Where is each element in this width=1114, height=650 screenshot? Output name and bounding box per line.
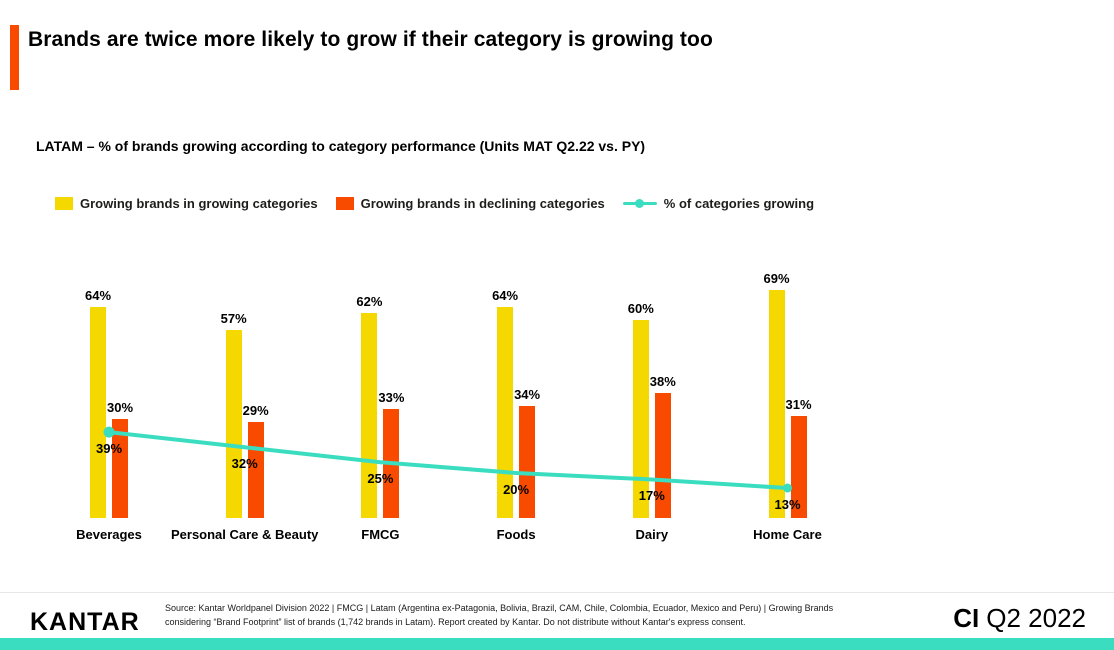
bar-growing-in-declining	[383, 409, 400, 518]
category-label: Foods	[496, 527, 536, 542]
legend-item-declining-categories: Growing brands in declining categories	[335, 196, 605, 211]
legend-line-icon	[622, 197, 657, 210]
legend-label-declining-categories: Growing brands in declining categories	[360, 196, 605, 211]
category-label: Dairy	[635, 527, 669, 542]
category-label: Personal Care & Beauty	[170, 527, 319, 542]
bar-growing-in-declining	[790, 415, 807, 518]
category-label: Home Care	[753, 527, 822, 542]
legend-swatch-orange	[335, 197, 354, 210]
legend-label-growing-categories: Growing brands in growing categories	[80, 196, 318, 211]
line-value-label: 17%	[638, 488, 665, 504]
legend-item-categories-growing: % of categories growing	[622, 196, 815, 211]
category-label: Beverages	[76, 527, 142, 542]
legend-label-categories-growing: % of categories growing	[663, 196, 815, 211]
category-label: FMCG	[361, 527, 400, 542]
bar-growing-in-growing	[90, 306, 106, 518]
bar-value-label: 29%	[242, 403, 269, 419]
page-title: Brands are twice more likely to grow if …	[28, 28, 713, 51]
edition-ci: CI	[953, 603, 980, 633]
kantar-logo: KANTAR	[30, 608, 140, 636]
bar-value-label: 33%	[378, 390, 405, 406]
bar-value-label: 64%	[492, 287, 519, 303]
legend-line-dot	[634, 199, 644, 208]
bar-value-label: 34%	[514, 386, 541, 402]
bar-value-label: 60%	[627, 301, 654, 316]
line-value-label: 39%	[95, 441, 123, 457]
source-text: Source: Kantar Worldpanel Division 2022 …	[165, 603, 834, 627]
bar-value-label: 62%	[356, 294, 383, 310]
footer: KANTAR Source: Kantar Worldpanel Divisio…	[0, 592, 1114, 638]
line-value-label: 13%	[774, 497, 801, 513]
bar-growing-in-declining	[112, 419, 128, 518]
bottom-accent-bar	[0, 638, 1114, 650]
bar-value-label: 64%	[84, 287, 112, 303]
bar-value-label: 30%	[106, 400, 134, 415]
line-value-label: 25%	[367, 471, 394, 487]
legend-swatch-yellow	[55, 197, 73, 210]
edition-quarter: Q2 2022	[986, 603, 1086, 633]
bar-growing-in-growing	[361, 313, 378, 518]
bar-growing-in-declining	[519, 405, 536, 518]
edition-label: CI Q2 2022	[953, 603, 1086, 634]
bar-value-label: 57%	[220, 310, 247, 326]
bar-value-label: 69%	[763, 271, 790, 287]
bar-value-label: 38%	[649, 373, 676, 389]
bar-value-label: 31%	[785, 396, 812, 412]
title-accent-bar	[10, 25, 19, 90]
line-value-label: 20%	[503, 482, 530, 497]
line-value-label: 32%	[231, 456, 258, 472]
chart-subtitle: LATAM – % of brands growing according to…	[36, 138, 646, 154]
bar-growing-in-growing	[225, 329, 242, 518]
chart-legend: Growing brands in growing categories Gro…	[55, 196, 814, 211]
legend-item-growing-categories: Growing brands in growing categories	[55, 196, 318, 211]
